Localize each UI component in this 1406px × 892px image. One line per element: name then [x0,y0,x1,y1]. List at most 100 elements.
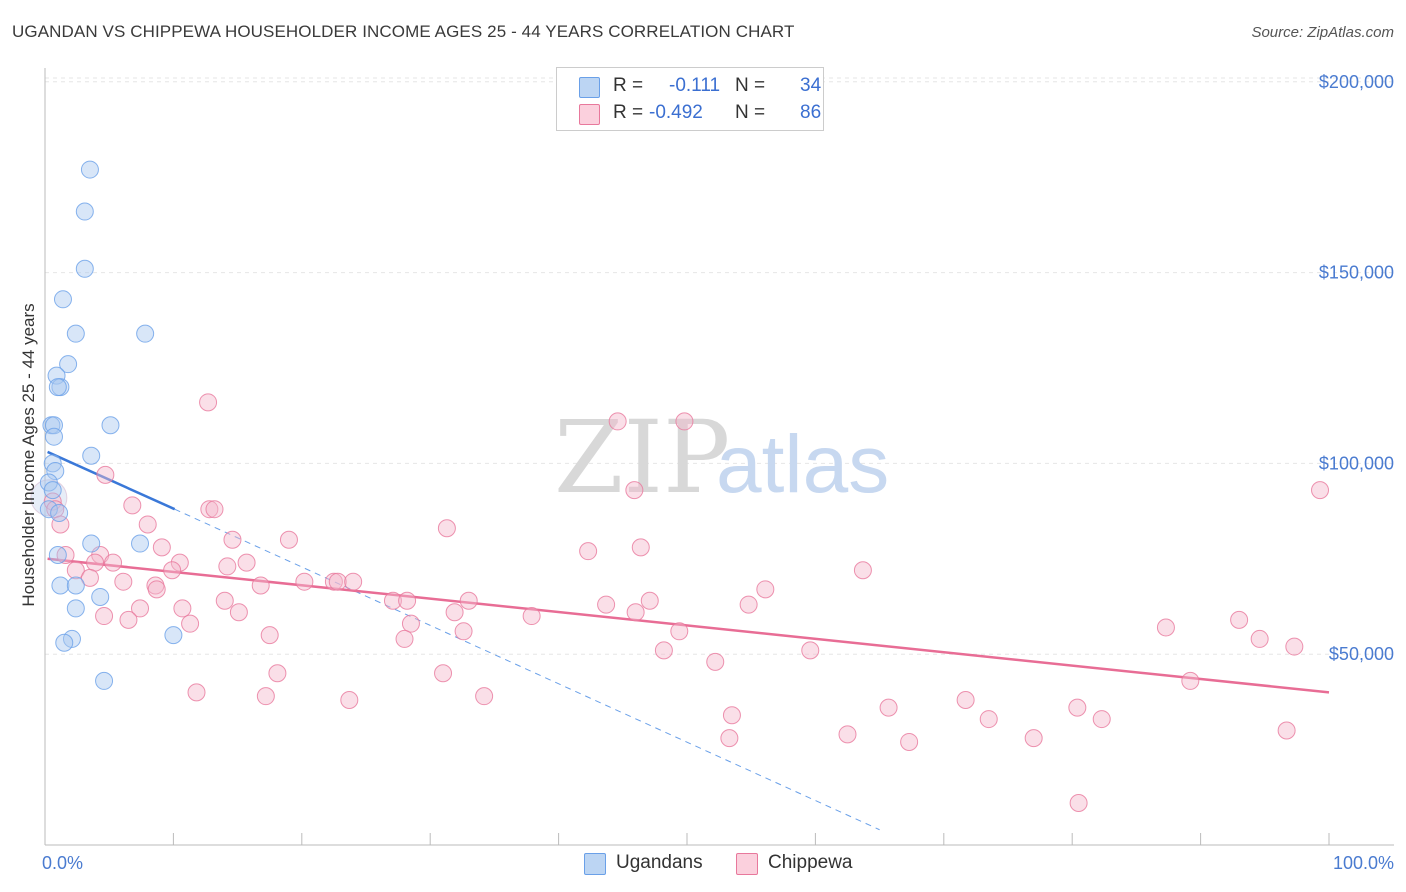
chippewa-point [625,481,644,500]
chippewa-point [1181,671,1200,690]
x-tick-labels: 0.0% 100.0% [42,853,1394,873]
chippewa-point [739,595,758,614]
chippewa-point [66,561,85,580]
ugandans-trend-extension [174,508,880,831]
source-label: Source: ZipAtlas.com [1251,24,1394,41]
legend-r-label: R = [613,75,644,96]
chippewa-point [459,591,478,610]
legend-n-value: 34 [800,75,822,96]
chippewa-point [181,614,200,633]
y-tick-label: $50,000 [1329,644,1394,664]
chippewa-point [383,591,402,610]
ugandans-point [43,481,62,500]
ugandans-point [75,259,94,278]
chippewa-point [56,545,75,564]
chippewa-point [956,690,975,709]
ugandans-point [82,534,101,553]
correlation-legend: R = -0.111 N = 34 R = -0.492 N = 86 [556,67,824,131]
ugandans-point [66,599,85,618]
chart-title: UGANDAN VS CHIPPEWA HOUSEHOLDER INCOME A… [12,22,795,41]
chippewa-point [1068,698,1087,717]
ugandans-point [91,587,110,606]
chippewa-point [324,572,343,591]
chippewa-point [475,687,494,706]
ugandans-point [82,446,101,465]
ugandans-point [44,427,63,446]
chippewa-point [96,465,115,484]
chippewa-point [1230,610,1249,629]
chippewa-point [597,595,616,614]
y-tick-label: $200,000 [1319,72,1394,92]
ugandans-point [164,626,183,645]
chippewa-point [1311,481,1330,500]
y-tick-label: $100,000 [1319,453,1394,473]
chippewa-point [454,622,473,641]
ugandans-point [48,378,67,397]
chippewa-point [256,687,275,706]
chippewa-point [119,610,138,629]
chippewa-point [170,553,189,572]
chippewa-point [675,412,694,431]
chippewa-point [200,500,219,519]
chippewa-point [1277,721,1296,740]
chippewa-point [86,553,105,572]
chippewa-point [900,732,919,751]
chippewa-point [979,710,998,729]
chippewa-point [268,664,287,683]
ugandans-point [136,324,155,343]
chippewa-point [80,568,99,587]
chippewa-point [437,519,456,538]
chippewa-point [640,591,659,610]
chippewa-point [138,515,157,534]
chippewa-point [187,683,206,702]
ugandans-point [131,534,150,553]
chippewa-point [328,572,347,591]
chippewa-point [720,729,739,748]
chippewa-point [626,603,645,622]
legend-r-value: -0.111 [669,75,721,96]
legend-r-value: -0.492 [649,102,703,123]
chippewa-point [401,614,420,633]
chippewa-point [579,542,598,561]
chippewa-point [51,515,70,534]
legend-swatch-ugandans [579,77,600,98]
chippewa-point [1156,618,1175,637]
chippewa-point [608,412,627,431]
legend-swatch-chippewa [579,104,600,125]
chippewa-point [104,553,123,572]
bottom-legend-label-ugandans: Ugandans [616,852,703,873]
legend-n-value: 86 [800,102,822,123]
legend-n-label: N = [735,102,766,123]
chippewa-point [147,580,166,599]
ugandans-point [39,500,58,519]
chippewa-point [340,690,359,709]
bottom-legend-swatch-ugandans [584,853,606,875]
chippewa-point [838,725,857,744]
chippewa-point [434,664,453,683]
ugandans-point [51,576,70,595]
chippewa-point [670,622,689,641]
ugandans-point [66,576,85,595]
chippewa-point [722,706,741,725]
chippewa-point [223,530,242,549]
chippewa-point [522,607,541,626]
axis-layer [44,68,1394,846]
chippewa-point [1250,629,1269,648]
chippewa-point [1069,794,1088,813]
chippewa-point [706,652,725,671]
chippewa-point [131,599,150,618]
chippewa-point [163,561,182,580]
chippewa-point [398,591,417,610]
chippewa-point [95,607,114,626]
chippewa-point [1024,729,1043,748]
y-tick-label: $150,000 [1319,263,1394,283]
ugandans-point [48,545,67,564]
chippewa-point [756,580,775,599]
ugandans-point [47,366,66,385]
ugandans-point [75,202,94,221]
chippewa-point [218,557,237,576]
chippewa-point [199,393,218,412]
ugandans-point [50,504,69,523]
chippewa-point [879,698,898,717]
